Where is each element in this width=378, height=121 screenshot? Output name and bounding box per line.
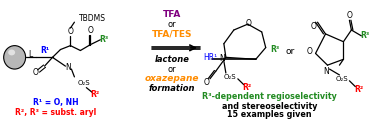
Text: R³: R³ bbox=[100, 35, 109, 44]
Text: N: N bbox=[219, 54, 225, 63]
Text: R², R³ = subst. aryl: R², R³ = subst. aryl bbox=[15, 108, 96, 117]
Text: and stereoselectivity: and stereoselectivity bbox=[222, 102, 318, 111]
Text: or: or bbox=[285, 47, 294, 56]
Text: R²: R² bbox=[354, 85, 363, 94]
Text: O: O bbox=[347, 11, 352, 20]
Text: TFA/TES: TFA/TES bbox=[152, 29, 192, 38]
Text: R²: R² bbox=[242, 83, 251, 92]
Text: formation: formation bbox=[149, 84, 195, 93]
Text: O₂S: O₂S bbox=[77, 80, 90, 86]
Text: R²: R² bbox=[91, 90, 100, 99]
Text: or: or bbox=[168, 20, 177, 29]
Text: O: O bbox=[68, 27, 73, 36]
Text: TFA: TFA bbox=[163, 10, 181, 19]
Text: or: or bbox=[168, 65, 177, 74]
Text: HR¹: HR¹ bbox=[203, 53, 217, 62]
Text: R¹: R¹ bbox=[40, 46, 49, 55]
Text: O: O bbox=[33, 68, 39, 77]
Text: O: O bbox=[311, 22, 316, 31]
Text: lactone: lactone bbox=[155, 55, 189, 64]
Text: 15 examples given: 15 examples given bbox=[228, 110, 312, 119]
Text: O₂S: O₂S bbox=[335, 76, 348, 82]
Text: O: O bbox=[204, 78, 210, 87]
Text: R³: R³ bbox=[361, 31, 370, 40]
Text: O₂S: O₂S bbox=[223, 74, 236, 80]
Ellipse shape bbox=[8, 49, 15, 55]
Text: R¹ = O, NH: R¹ = O, NH bbox=[33, 98, 78, 107]
Text: oxazepane: oxazepane bbox=[145, 74, 199, 83]
Text: N: N bbox=[324, 68, 329, 76]
Text: TBDMS: TBDMS bbox=[79, 14, 106, 23]
Text: O: O bbox=[307, 47, 313, 56]
Text: L: L bbox=[28, 50, 33, 59]
Text: R³-dependent regioselectivity: R³-dependent regioselectivity bbox=[202, 92, 337, 101]
Text: R³: R³ bbox=[270, 45, 279, 54]
Text: O: O bbox=[246, 19, 252, 28]
Text: N: N bbox=[65, 63, 71, 72]
Text: O: O bbox=[87, 26, 93, 35]
Ellipse shape bbox=[4, 46, 26, 69]
